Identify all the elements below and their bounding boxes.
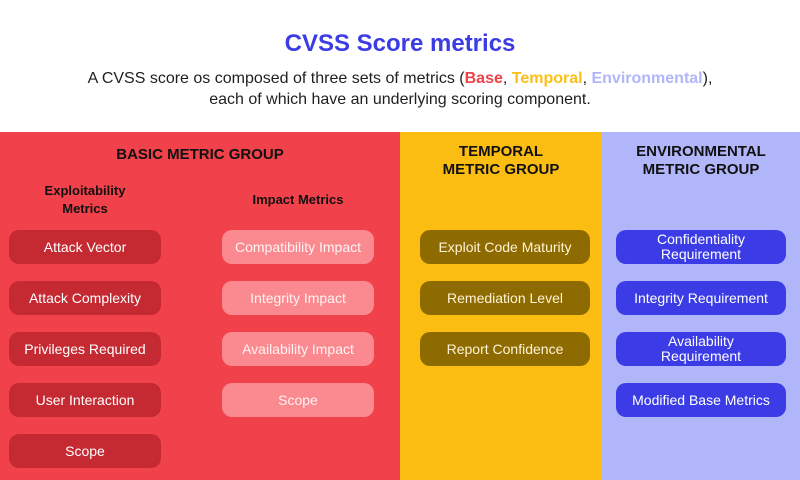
metric-confidentiality-requirement: Confidentiality Requirement	[616, 230, 786, 264]
subtitle-prefix: A CVSS score os composed of three sets o…	[87, 70, 465, 87]
keyword-temporal: Temporal	[511, 70, 583, 87]
page-subtitle: A CVSS score os composed of three sets o…	[40, 68, 760, 110]
temporal-title-line-1: TEMPORAL	[458, 143, 544, 160]
environmental-metric-group-panel: ENVIRONMENTAL METRIC GROUP Confidentiali…	[602, 132, 800, 480]
basic-metric-group-panel: BASIC METRIC GROUP Exploitability Metric…	[0, 132, 400, 480]
environmental-group-title: ENVIRONMENTAL METRIC GROUP	[602, 143, 800, 179]
keyword-environmental: Environmental	[591, 70, 703, 87]
metric-label-line-1: Confidentiality	[657, 231, 745, 247]
metric-remediation-level: Remediation Level	[420, 281, 590, 315]
metric-integrity-impact: Integrity Impact	[222, 281, 374, 315]
temporal-title-line-2: METRIC GROUP	[442, 161, 560, 178]
metric-label-line-1: Availability	[668, 333, 734, 349]
subtitle-separator: ,	[582, 70, 592, 87]
metric-integrity-requirement: Integrity Requirement	[616, 281, 786, 315]
keyword-base: Base	[464, 70, 503, 87]
temporal-metric-group-panel: TEMPORAL METRIC GROUP Exploit Code Matur…	[400, 132, 602, 480]
metric-privileges-required: Privileges Required	[9, 332, 161, 366]
metric-availability-impact: Availability Impact	[222, 332, 374, 366]
environmental-title-line-1: ENVIRONMENTAL	[636, 143, 766, 160]
metric-attack-complexity: Attack Complexity	[9, 281, 161, 315]
basic-group-title: BASIC METRIC GROUP	[116, 146, 284, 163]
exploitability-title-line-1: Exploitability	[44, 183, 126, 198]
metric-availability-requirement: Availability Requirement	[616, 332, 786, 366]
header: CVSS Score metrics A CVSS score os compo…	[0, 0, 800, 132]
metric-report-confidence: Report Confidence	[420, 332, 590, 366]
subtitle-separator: ,	[502, 70, 512, 87]
exploitability-title-line-2: Metrics	[62, 201, 108, 216]
metric-label-line-2: Requirement	[660, 246, 742, 262]
temporal-group-title: TEMPORAL METRIC GROUP	[400, 143, 602, 179]
metric-scope-exploitability: Scope	[9, 434, 161, 468]
subtitle-suffix: ),	[702, 70, 713, 87]
exploitability-metrics-title: Exploitability Metrics	[9, 182, 161, 218]
page-title: CVSS Score metrics	[284, 30, 516, 57]
metric-exploit-code-maturity: Exploit Code Maturity	[420, 230, 590, 264]
metric-scope-impact: Scope	[222, 383, 374, 417]
metric-compatibility-impact: Compatibility Impact	[222, 230, 374, 264]
metric-attack-vector: Attack Vector	[9, 230, 161, 264]
metric-user-interaction: User Interaction	[9, 383, 161, 417]
metric-modified-base-metrics: Modified Base Metrics	[616, 383, 786, 417]
impact-metrics-title: Impact Metrics	[252, 192, 344, 207]
metric-label-line-2: Requirement	[660, 348, 742, 364]
environmental-title-line-2: METRIC GROUP	[642, 161, 760, 178]
subtitle-line-2: each of which have an underlying scoring…	[209, 91, 591, 108]
